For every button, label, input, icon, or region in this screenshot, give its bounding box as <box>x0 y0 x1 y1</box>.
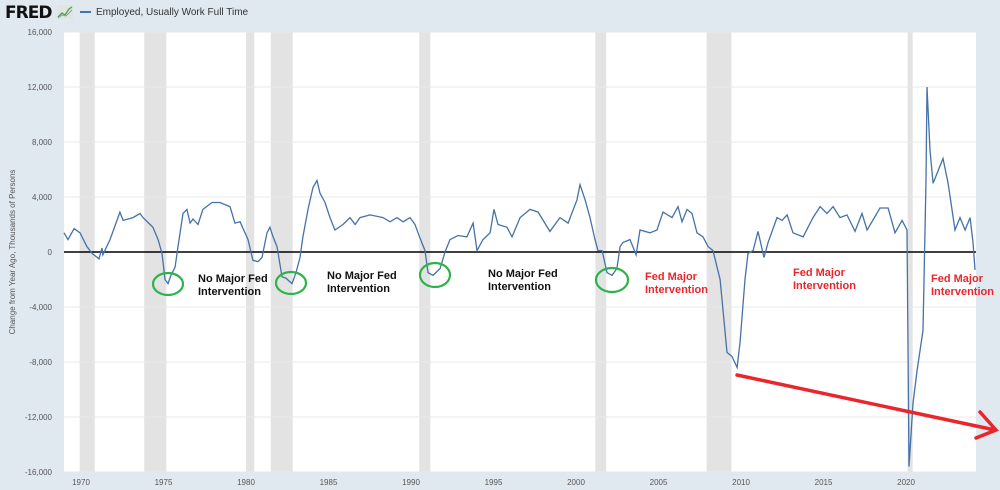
annotation-line1: No Major Fed <box>488 268 558 280</box>
annotation-line1: Fed Major <box>645 271 698 283</box>
trough-circle-1982 <box>274 270 308 296</box>
series-line <box>63 86 976 467</box>
x-tick-label: 2000 <box>567 478 585 487</box>
y-tick-label: 4,000 <box>32 193 53 202</box>
chart-line-icon <box>57 5 73 19</box>
y-tick-label: -4,000 <box>29 303 52 312</box>
x-tick-label: 1975 <box>155 478 173 487</box>
annotation-line1: Fed Major <box>931 273 984 285</box>
chart-header: FRED Employed, Usually Work Full Time <box>0 0 1000 28</box>
x-tick-label: 1970 <box>72 478 90 487</box>
red-trend-arrow <box>735 373 999 440</box>
x-tick-label: 2015 <box>815 478 833 487</box>
legend-label: Employed, Usually Work Full Time <box>96 7 249 18</box>
trough-circle-1991 <box>418 261 452 289</box>
x-tick-label: 1985 <box>320 478 338 487</box>
y-tick-label: 12,000 <box>28 83 53 92</box>
y-tick-label: -8,000 <box>29 358 52 367</box>
y-tick-label: 0 <box>48 248 53 257</box>
x-tick-label: 2020 <box>897 478 915 487</box>
trough-circle-1975 <box>151 271 185 297</box>
annotation-line2: Intervention <box>488 281 551 293</box>
green-circle-markers <box>151 261 630 297</box>
x-tick-label: 1995 <box>485 478 503 487</box>
legend-swatch <box>80 11 91 14</box>
legend-item[interactable]: Employed, Usually Work Full Time <box>80 7 248 18</box>
trough-circle-2002 <box>594 266 630 294</box>
annotation-line1: Fed Major <box>793 267 846 279</box>
annotation-line2: Intervention <box>327 283 390 295</box>
annotation-line1: No Major Fed <box>198 273 268 285</box>
fred-logo[interactable]: FRED <box>5 3 52 23</box>
y-tick-label: -16,000 <box>25 468 53 477</box>
y-tick-label: 8,000 <box>32 138 53 147</box>
x-tick-label: 1990 <box>402 478 420 487</box>
y-tick-label: 16,000 <box>28 28 53 37</box>
x-tick-label: 2010 <box>732 478 750 487</box>
x-tick-label: 1980 <box>237 478 255 487</box>
y-axis-label: Change from Year Ago, Thousands of Perso… <box>8 170 17 335</box>
y-tick-label: -12,000 <box>25 413 53 422</box>
annotation-line1: No Major Fed <box>327 270 397 282</box>
annotation-line2: Intervention <box>793 280 856 292</box>
annotation-line2: Intervention <box>198 286 261 298</box>
annotation-line2: Intervention <box>645 284 708 296</box>
x-tick-label: 2005 <box>650 478 668 487</box>
annotation-line2: Intervention <box>931 286 994 298</box>
